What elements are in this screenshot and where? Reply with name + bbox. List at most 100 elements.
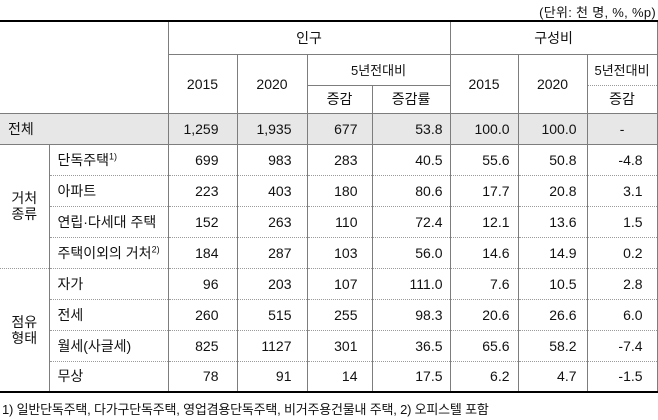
- footnote-marker: 1): [109, 150, 118, 161]
- value-cell: 287: [236, 237, 307, 269]
- row-label-cell: 주택이외의 거처2): [48, 237, 168, 269]
- composition-group-header: 구성비: [449, 20, 658, 55]
- row-label-text: 무상: [57, 368, 84, 385]
- value-cell: 203: [236, 268, 307, 300]
- value-cell: 184: [167, 237, 237, 269]
- composition-5yr-diff-header: 5년전대비: [586, 54, 658, 86]
- value-cell: 56.0: [371, 237, 451, 269]
- value-cell: 825: [167, 330, 237, 362]
- value-cell: 111.0: [371, 268, 451, 300]
- value-cell: 3.1: [586, 175, 658, 207]
- row-label-text: 월세(사글세): [57, 337, 132, 354]
- value-cell: 6.2: [449, 361, 519, 393]
- value-cell: 1127: [236, 330, 307, 362]
- population-change-header: 증감: [306, 85, 372, 114]
- value-cell: 301: [306, 330, 372, 362]
- row-label-cell: 단독주택1): [48, 144, 168, 176]
- value-cell: 283: [306, 144, 372, 176]
- value-cell: 107: [306, 268, 372, 300]
- value-cell: 78: [167, 361, 237, 393]
- table-row: 전세 260 515 255 98.3 20.6 26.6 6.0: [0, 299, 658, 331]
- row-label-text: 주택이외의 거처: [57, 244, 152, 261]
- value-cell: 80.6: [371, 175, 451, 207]
- row-label-cell: 자가: [48, 268, 168, 300]
- footnote-marker: 2): [151, 243, 160, 254]
- value-cell: 6.0: [586, 299, 658, 331]
- value-cell: 403: [236, 175, 307, 207]
- value-cell: 180: [306, 175, 372, 207]
- value-cell: 53.8: [371, 113, 451, 145]
- value-cell: 17.5: [371, 361, 451, 393]
- composition-change-header: 증감: [586, 85, 658, 114]
- value-cell: -1.5: [586, 361, 658, 393]
- table-row: 주택이외의 거처2) 184 287 103 56.0 14.6 14.9 0.2: [0, 237, 658, 269]
- value-cell: 14.9: [517, 237, 588, 269]
- population-2020-header: 2020: [236, 54, 307, 114]
- population-change-rate-header: 증감률: [371, 85, 451, 114]
- value-cell: 26.6: [517, 299, 588, 331]
- row-label-text: 단독주택: [57, 151, 110, 168]
- value-cell: 4.7: [517, 361, 588, 393]
- value-cell: 255: [306, 299, 372, 331]
- value-cell: 0.2: [586, 237, 658, 269]
- header-row-change: 증감 증감률 증감: [0, 85, 658, 114]
- value-cell: 17.7: [449, 175, 519, 207]
- value-cell: 1,935: [236, 113, 307, 145]
- value-cell: 103: [306, 237, 372, 269]
- table-row: 점유 형태 자가 96 203 107 111.0 7.6 10.5 2.8: [0, 268, 658, 393]
- value-cell: 677: [306, 113, 372, 145]
- corner-cell: [0, 20, 168, 114]
- value-cell: 58.2: [517, 330, 588, 362]
- total-row: 전체 1,259 1,935 677 53.8 100.0 100.0-: [0, 113, 658, 145]
- row-label-cell: 연립·다세대 주택: [48, 206, 168, 238]
- row-label-cell: 월세(사글세): [48, 330, 168, 362]
- value-cell: 7.6: [449, 268, 519, 300]
- value-cell: 1.5: [586, 206, 658, 238]
- value-cell: 12.1: [449, 206, 519, 238]
- value-cell: 260: [167, 299, 237, 331]
- value-cell: 100.0: [449, 113, 519, 145]
- total-label-cell: 전체: [0, 113, 168, 145]
- value-cell: 14: [306, 361, 372, 393]
- row-label-cell: 아파트: [48, 175, 168, 207]
- value-cell: 10.5: [517, 268, 588, 300]
- group-header-cell: 거처 종류: [0, 144, 49, 269]
- group-header-cell: 점유 형태: [0, 268, 49, 393]
- value-cell: -4.8: [586, 144, 658, 176]
- table-row: 무상 78 91 14 17.5 6.2 4.7 -1.5: [0, 361, 658, 393]
- value-cell: 223: [167, 175, 237, 207]
- value-cell: 20.8: [517, 175, 588, 207]
- population-group-header: 인구: [167, 20, 451, 55]
- table-row: 월세(사글세) 825 1127 301 36.5 65.6 58.2 -7.4: [0, 330, 658, 362]
- value-cell: 515: [236, 299, 307, 331]
- value-cell: 65.6: [449, 330, 519, 362]
- table-row: 거처 종류 단독주택1) 699 983 283 40.5 55.6 50.8 -4.8: [0, 144, 658, 269]
- value-cell: 20.6: [449, 299, 519, 331]
- value-cell: 91: [236, 361, 307, 393]
- value-cell: 40.5: [371, 144, 451, 176]
- row-label-text: 아파트: [57, 182, 97, 199]
- value-cell: 36.5: [371, 330, 451, 362]
- row-label-text: 자가: [57, 275, 84, 292]
- population-5yr-diff-header: 5년전대비: [306, 54, 451, 86]
- value-cell: 100.0: [517, 113, 588, 145]
- unit-note: (단위: 천 명, %, %p): [539, 5, 656, 20]
- value-cell: 14.6: [449, 237, 519, 269]
- table-row: 연립·다세대 주택 152 263 110 72.4 12.1 13.6 1.5: [0, 206, 658, 238]
- value-cell: 699: [167, 144, 237, 176]
- value-cell: 152: [167, 206, 237, 238]
- header-row-years: 2015 2020 5년전대비 2015 2020 5년전대비: [0, 54, 658, 114]
- value-cell: 96: [167, 268, 237, 300]
- value-cell: -7.4: [586, 330, 658, 362]
- value-cell: 13.6: [517, 206, 588, 238]
- value-cell: 50.8: [517, 144, 588, 176]
- value-cell: -: [586, 113, 658, 145]
- composition-2015-header: 2015: [449, 54, 519, 114]
- composition-2020-header: 2020: [517, 54, 588, 114]
- header-row-groups: 인구 구성비: [0, 20, 658, 114]
- footnote: 1) 일반단독주택, 다가구단독주택, 영업겸용단독주택, 비거주용건물내 주택…: [2, 402, 489, 417]
- value-cell: 110: [306, 206, 372, 238]
- value-cell: 263: [236, 206, 307, 238]
- row-label-text: 전세: [57, 306, 84, 323]
